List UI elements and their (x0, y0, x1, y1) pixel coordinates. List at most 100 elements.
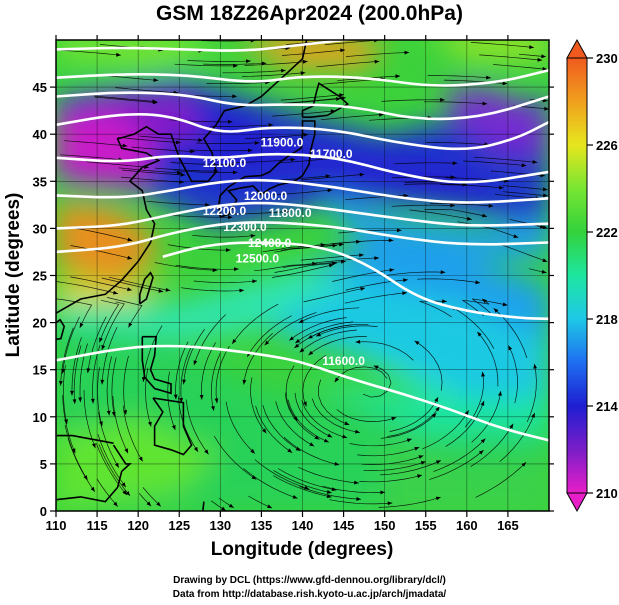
streamline (284, 392, 320, 440)
streamline-arrowhead (532, 160, 538, 164)
streamline-arrowhead (90, 398, 95, 404)
streamline (274, 262, 337, 273)
streamline-arrowhead (328, 263, 334, 268)
streamline (246, 315, 292, 357)
streamline-arrowhead (327, 433, 333, 438)
streamline (475, 461, 527, 498)
coastline-4 (56, 318, 66, 341)
streamline (417, 278, 481, 284)
streamline-arrowhead (199, 394, 204, 400)
streamline-arrowhead (287, 448, 293, 453)
streamline-arrowhead (395, 74, 401, 79)
streamline (280, 94, 344, 101)
streamline (526, 363, 537, 423)
streamline (243, 468, 298, 499)
streamline-arrowhead (499, 185, 504, 190)
streamline-arrowhead (250, 234, 256, 238)
streamline (301, 173, 365, 181)
streamline (477, 331, 499, 387)
y-tick-label: 15 (33, 363, 47, 378)
streamline (277, 468, 337, 491)
colorbar-ticks: 210 214 218 222 226 230 (587, 51, 618, 501)
streamline-arrowhead (101, 344, 106, 350)
streamline-arrowhead (316, 332, 321, 337)
streamline-arrowhead (435, 496, 441, 501)
streamline (97, 367, 103, 427)
streamline-arrowhead (529, 45, 534, 49)
streamline (115, 87, 179, 94)
streamline-arrowhead (121, 482, 126, 488)
coastline-6 (152, 397, 193, 456)
streamline-arrowhead (391, 416, 397, 421)
streamline (470, 42, 534, 48)
streamline-arrowhead (354, 480, 359, 485)
streamline (315, 325, 378, 337)
streamline-arrowhead (111, 411, 116, 417)
streamline (336, 409, 397, 422)
streamline (254, 262, 317, 272)
streamline-arrowhead (379, 112, 384, 117)
x-tick-label: 155 (415, 518, 437, 533)
streamline-arrowhead (242, 379, 247, 385)
streamline-arrowhead (239, 288, 245, 293)
streamline-arrowhead (78, 397, 83, 403)
streamline-arrowhead (508, 345, 513, 351)
streamline-arrowhead (232, 339, 237, 344)
streamline-arrowhead (414, 340, 420, 345)
streamline (282, 261, 346, 269)
streamline-arrowhead (482, 298, 487, 304)
plot-area: 11600.0 11700.0 11800.0 11900.0 12000.0 12100… (56, 40, 549, 511)
streamline-arrowhead (127, 237, 133, 242)
streamline-arrowhead (406, 438, 412, 443)
streamline (391, 176, 456, 179)
streamline-arrowhead (440, 97, 445, 102)
contour-label: 12500.0 (236, 251, 280, 265)
streamline-arrowhead (332, 243, 338, 248)
streamline (315, 257, 380, 264)
streamline (357, 446, 420, 457)
streamline (474, 156, 538, 163)
y-tick-label: 10 (33, 410, 47, 425)
streamline-arrowhead (340, 48, 345, 53)
streamline-arrowhead (396, 228, 402, 233)
streamline-arrowhead (176, 140, 181, 145)
streamline (185, 399, 209, 455)
streamline-arrowhead (227, 215, 233, 220)
streamline-arrowhead (252, 279, 257, 284)
streamline-arrowhead (290, 157, 296, 162)
streamline-arrowhead (205, 202, 210, 207)
streamline-arrowhead (543, 193, 548, 198)
streamline (287, 399, 329, 443)
streamline-arrowhead (403, 193, 409, 198)
streamline-arrowhead (436, 460, 441, 464)
y-tick-label: 5 (40, 457, 47, 472)
streamline-arrowhead (127, 287, 132, 292)
streamline-arrowhead (165, 287, 171, 292)
streamline (272, 475, 332, 498)
streamline (155, 167, 219, 172)
streamline (429, 449, 484, 480)
streamline-arrowhead (268, 123, 274, 127)
streamline-arrowhead (261, 61, 267, 66)
height-contour-2 (56, 91, 549, 121)
streamline (174, 170, 238, 173)
streamline-arrowhead (171, 425, 176, 430)
chart-title: GSM 18Z26Apr2024 (200.0hPa) (156, 2, 463, 25)
streamline (285, 365, 298, 422)
colorbar-tick-label: 218 (596, 312, 618, 327)
streamline-arrowhead (542, 225, 548, 229)
streamline-arrowhead (79, 322, 84, 328)
y-tick-label: 40 (33, 127, 47, 142)
streamline-arrowhead (373, 365, 379, 370)
colorbar-tick-label: 222 (596, 225, 618, 240)
x-tick-label: 145 (333, 518, 355, 533)
streamline (244, 134, 309, 139)
streamline (64, 424, 88, 481)
streamline-arrowhead (482, 101, 488, 106)
y-axis-label: Latitude (degrees) (3, 193, 24, 358)
streamline (232, 158, 296, 163)
height-contour-0 (56, 40, 356, 52)
streamline (288, 317, 347, 341)
streamline-arrowhead (541, 54, 546, 59)
